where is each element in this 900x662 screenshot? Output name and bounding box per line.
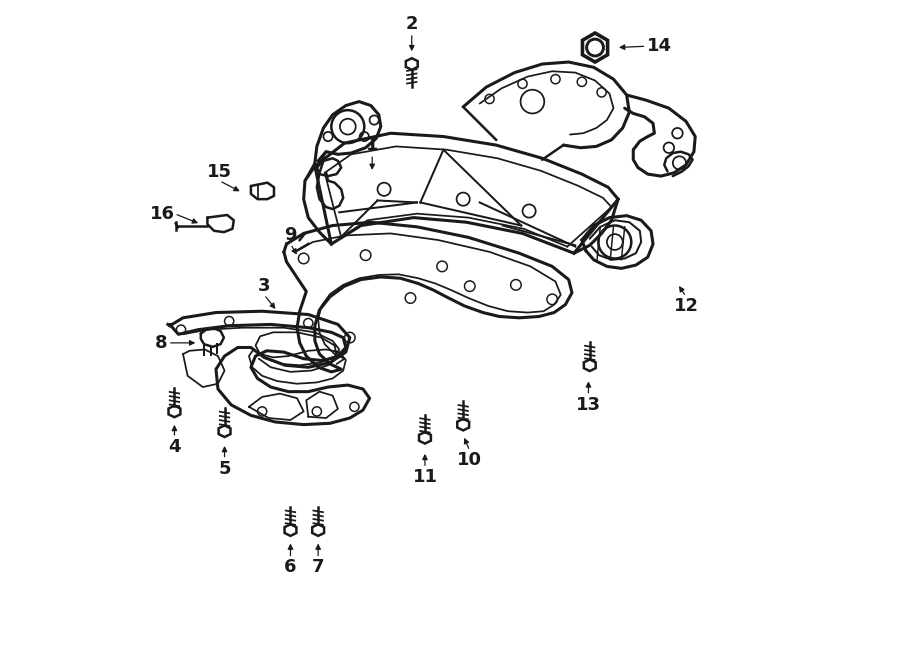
Text: 9: 9 <box>284 226 297 244</box>
Text: 4: 4 <box>168 438 181 456</box>
Text: 5: 5 <box>219 459 230 477</box>
Text: 8: 8 <box>155 334 168 352</box>
Text: 10: 10 <box>457 451 482 469</box>
Text: 11: 11 <box>412 468 437 486</box>
Text: 14: 14 <box>646 37 671 55</box>
Text: 12: 12 <box>673 297 698 314</box>
Text: 15: 15 <box>207 163 232 181</box>
Text: 7: 7 <box>312 559 324 577</box>
Text: 16: 16 <box>149 205 175 222</box>
Text: 13: 13 <box>576 396 601 414</box>
Text: 3: 3 <box>257 277 270 295</box>
Text: 1: 1 <box>366 136 379 154</box>
Text: 6: 6 <box>284 559 297 577</box>
Text: 2: 2 <box>406 15 418 33</box>
